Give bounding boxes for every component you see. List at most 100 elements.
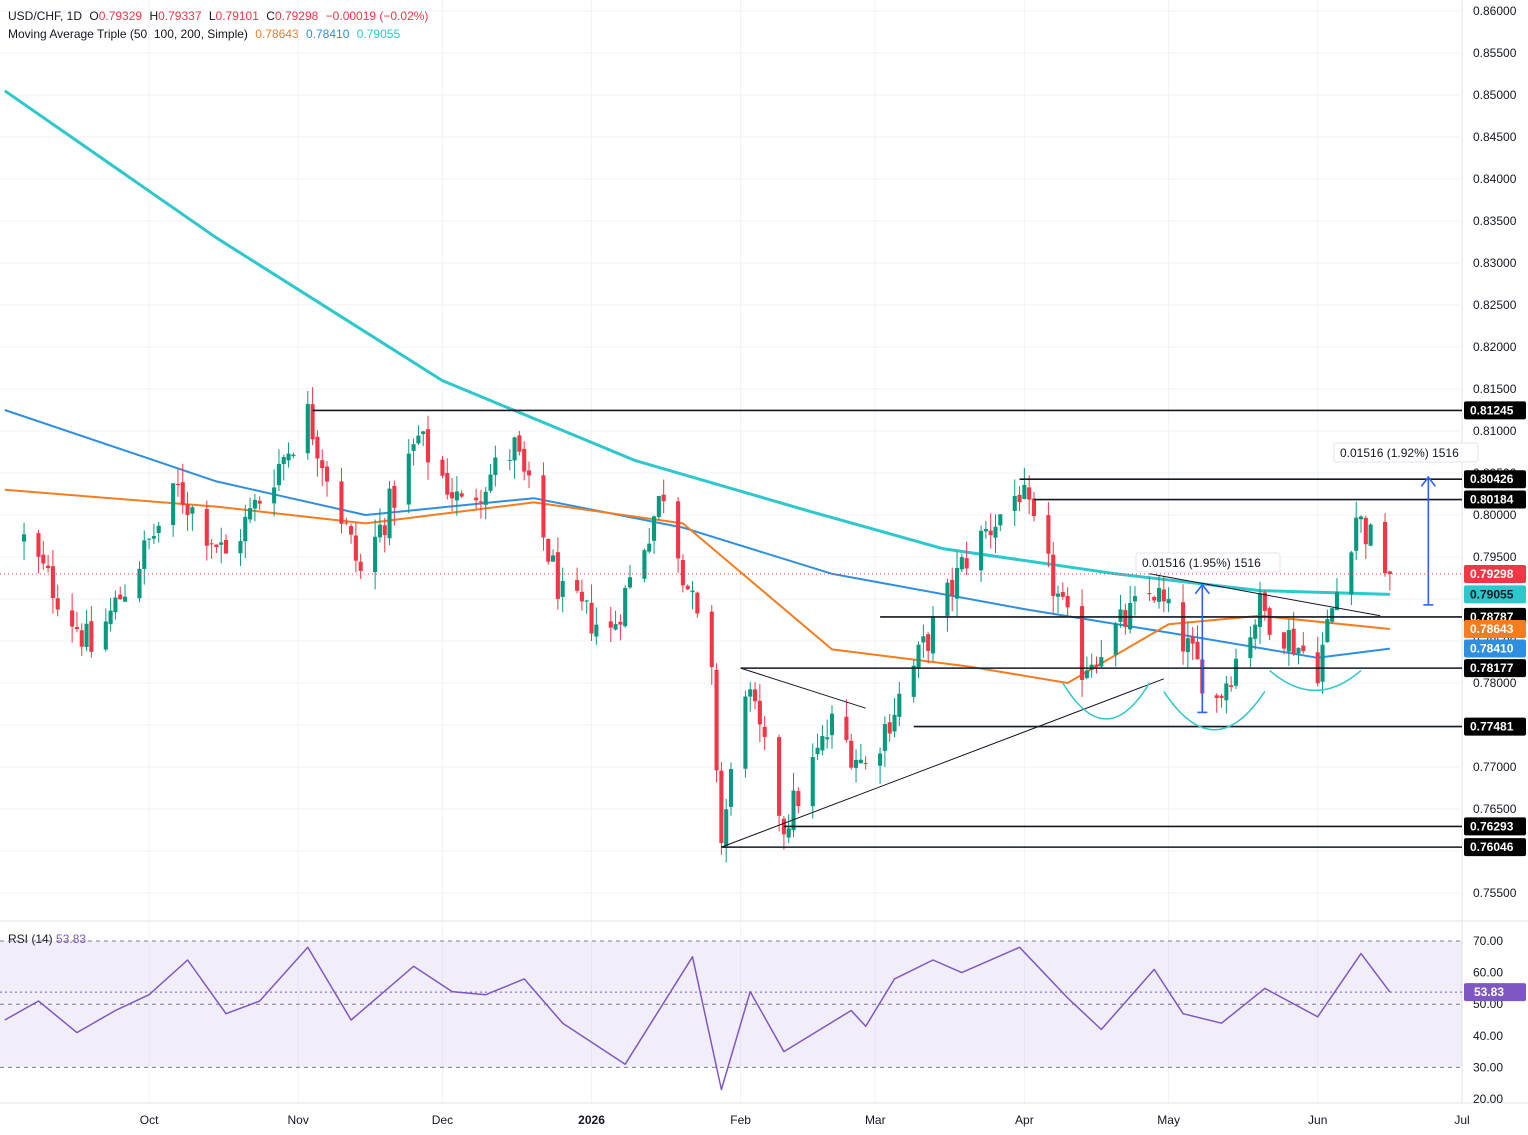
close-label: C (266, 9, 275, 23)
candle-body (1296, 647, 1301, 654)
candle-body (844, 716, 849, 740)
candle (825, 719, 830, 749)
candle-body (579, 591, 584, 602)
candle (36, 529, 41, 574)
candle-body (1051, 554, 1056, 596)
candles (22, 387, 1392, 863)
candle (743, 690, 748, 778)
candle (1017, 486, 1022, 512)
rsi-legend-value: 53.83 (56, 932, 87, 946)
descending-neckline (1149, 573, 1381, 617)
candle-body (791, 790, 796, 831)
candle-body (1248, 637, 1253, 659)
candle-body (921, 636, 926, 643)
candle-body (358, 561, 363, 571)
candle (344, 517, 349, 526)
candle (892, 697, 897, 738)
grid (0, 0, 1528, 1104)
candle (1065, 587, 1070, 617)
candle-body (286, 453, 291, 461)
candle (1248, 626, 1253, 668)
candle (796, 787, 801, 814)
price-legend: USD/CHF, 1D O0.79329 H0.79337 L0.79101 C… (8, 9, 432, 23)
candle-body (1031, 498, 1037, 517)
candle-body (1282, 632, 1287, 649)
candle-body (454, 491, 459, 501)
candle-body (151, 536, 156, 539)
candle (1156, 574, 1162, 609)
candle-body (555, 552, 560, 599)
candle (930, 606, 936, 662)
candle-body (353, 535, 358, 561)
candle (171, 483, 176, 537)
measure-arrowhead (1420, 475, 1436, 487)
candle-body (695, 592, 700, 614)
candle (1195, 625, 1200, 660)
candle-body (1354, 517, 1359, 551)
level-badge-bg (1464, 470, 1526, 489)
candle-body (507, 459, 512, 461)
candle (1224, 676, 1229, 714)
candle-body (122, 596, 128, 602)
open-value: 0.79329 (98, 9, 143, 23)
triangle-upper-line (740, 667, 866, 709)
candle (1012, 479, 1017, 527)
candle (676, 497, 681, 573)
level-badge-bg (1464, 401, 1526, 420)
candle (41, 540, 46, 570)
candle-body (1147, 593, 1152, 595)
candle (844, 699, 849, 743)
candle-body (89, 621, 94, 652)
candle-body (1257, 592, 1263, 627)
level-badge: 0.81245 (1470, 403, 1514, 417)
candle-body (315, 436, 320, 459)
candle-body (1286, 630, 1291, 652)
candle (661, 479, 666, 514)
candle (474, 488, 479, 510)
candle (993, 514, 998, 553)
left-shoulder-arc (1062, 682, 1151, 720)
candle-body (1185, 638, 1190, 653)
candle-body (680, 560, 685, 586)
candle-body (22, 534, 27, 542)
candle (1147, 576, 1152, 602)
candle (1315, 636, 1320, 687)
candle-body (589, 602, 594, 634)
candle (151, 523, 156, 545)
candle-body (853, 759, 859, 768)
low-label: L (208, 9, 216, 23)
candle (373, 519, 378, 590)
candle-body (709, 611, 714, 668)
candle-body (291, 454, 296, 457)
candle (613, 610, 618, 631)
candle (103, 608, 108, 652)
candle (310, 387, 315, 446)
time-tick-label: Oct (140, 1113, 159, 1127)
candle (180, 463, 185, 514)
candle (1296, 647, 1301, 665)
candle-body (1334, 591, 1340, 611)
candle-body (1089, 664, 1094, 670)
candle-body (478, 501, 483, 503)
ma50-legend-value: 0.78643 (255, 27, 299, 41)
candle (22, 522, 27, 560)
candle (46, 554, 51, 573)
candle (1383, 513, 1388, 577)
time-tick-label: Dec (432, 1113, 453, 1127)
candle (1229, 676, 1234, 692)
rsi-tick-label: 70.00 (1473, 934, 1503, 948)
candle-body (1080, 606, 1085, 680)
candle-body (584, 600, 589, 602)
measure-2: 0.01516 (1.92%) 1516 (1333, 442, 1479, 606)
price-tick-label: 0.84000 (1473, 172, 1517, 186)
rsi-tick-label: 40.00 (1473, 1029, 1503, 1043)
candle-body (1181, 602, 1186, 652)
candle-body (661, 494, 666, 502)
candle-body (493, 457, 498, 476)
candle-body (387, 488, 392, 539)
candle (1282, 632, 1287, 655)
candle-body (1113, 623, 1118, 655)
candle (440, 456, 445, 479)
price-tick-label: 0.84500 (1473, 130, 1517, 144)
